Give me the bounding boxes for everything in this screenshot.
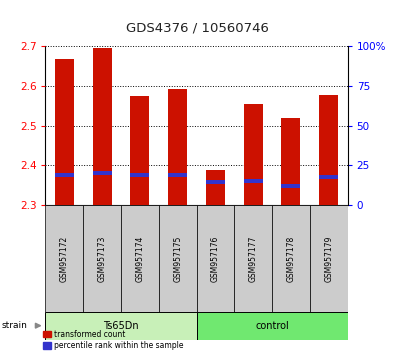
Bar: [319, 95, 338, 205]
Bar: [197, 205, 234, 312]
Bar: [272, 205, 310, 312]
Bar: [83, 205, 121, 312]
Text: strain: strain: [2, 321, 28, 330]
Text: GSM957174: GSM957174: [135, 235, 144, 282]
Bar: [55, 59, 74, 205]
Bar: [206, 170, 225, 205]
Text: GSM957177: GSM957177: [249, 235, 258, 282]
Bar: [130, 173, 149, 177]
Bar: [55, 173, 74, 177]
Bar: [168, 89, 187, 205]
Bar: [93, 171, 111, 175]
Bar: [206, 180, 225, 184]
Text: GSM957175: GSM957175: [173, 235, 182, 282]
Bar: [93, 48, 111, 205]
Text: GDS4376 / 10560746: GDS4376 / 10560746: [126, 22, 269, 35]
Bar: [244, 104, 263, 205]
Bar: [168, 173, 187, 177]
Bar: [197, 312, 348, 340]
Text: Ts65Dn: Ts65Dn: [103, 321, 139, 331]
Bar: [45, 312, 197, 340]
Bar: [234, 205, 272, 312]
Text: GSM957176: GSM957176: [211, 235, 220, 282]
Text: GSM957172: GSM957172: [60, 235, 69, 281]
Text: GSM957178: GSM957178: [286, 235, 295, 281]
Legend: transformed count, percentile rank within the sample: transformed count, percentile rank withi…: [43, 330, 184, 350]
Bar: [121, 205, 159, 312]
Bar: [130, 96, 149, 205]
Bar: [282, 118, 300, 205]
Text: GSM957179: GSM957179: [324, 235, 333, 282]
Bar: [310, 205, 348, 312]
Bar: [244, 179, 263, 183]
Bar: [319, 175, 338, 179]
Bar: [282, 184, 300, 188]
Bar: [45, 205, 83, 312]
Text: control: control: [255, 321, 289, 331]
Text: GSM957173: GSM957173: [98, 235, 107, 282]
Bar: [159, 205, 197, 312]
